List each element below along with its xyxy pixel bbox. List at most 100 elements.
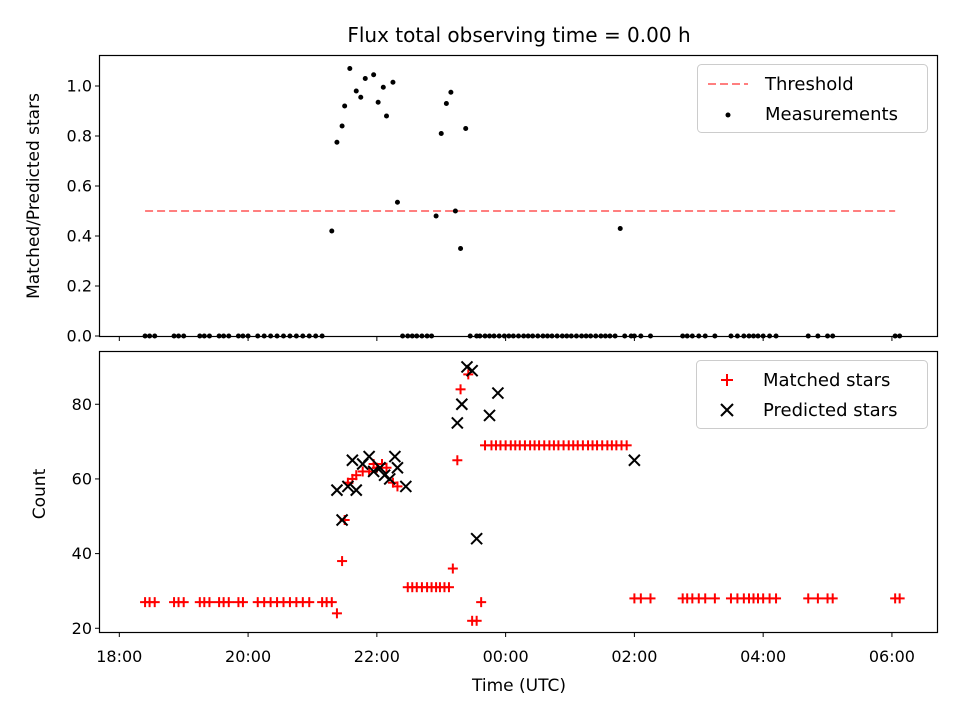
matched-star-point: [447, 563, 458, 574]
matched-star-point: [635, 593, 646, 604]
measurement-point: [375, 99, 381, 105]
matched-star-point: [337, 556, 348, 567]
predicted-star-point: [367, 465, 380, 478]
matched-star-point: [471, 615, 482, 626]
measurement-point: [458, 246, 464, 251]
top-ytick-tick-label: 1.0: [67, 77, 92, 96]
measurement-point: [433, 213, 439, 219]
legend-measurements-swatch: [725, 112, 731, 118]
predicted-star-point: [378, 468, 391, 482]
matched-star-point: [443, 582, 454, 593]
measurement-point: [438, 131, 444, 136]
matched-star-point: [894, 593, 905, 604]
matched-star-point: [452, 455, 463, 466]
matched-star-point: [455, 384, 466, 395]
matched-star-point: [621, 440, 632, 451]
legend-predicted-label: Predicted stars: [763, 400, 897, 421]
measurement-point: [452, 208, 458, 214]
top-legend: Threshold Measurements: [697, 64, 928, 133]
measurement-point: [353, 88, 359, 94]
predicted-star-point: [465, 364, 479, 377]
matched-star-point: [476, 597, 487, 608]
top-axes-frame: [98, 54, 939, 338]
bottom-ytick-tick-label: 60: [72, 469, 92, 488]
matched-star-point: [381, 462, 392, 473]
predicted-star-point: [460, 360, 474, 374]
predicted-star-point: [455, 398, 469, 411]
measurement-point: [347, 66, 353, 71]
predicted-star-point: [399, 480, 413, 493]
matched-star-point: [392, 481, 403, 492]
predicted-star-point: [391, 461, 404, 474]
matched-star-point: [700, 593, 711, 604]
matched-star-point: [645, 593, 656, 604]
matched-star-point: [803, 593, 814, 604]
bottom-ytick-tick-label: 80: [72, 395, 92, 414]
measurement-point: [463, 126, 469, 131]
measurement-point: [380, 84, 386, 90]
predicted-star-point: [491, 386, 505, 400]
matched-star-point: [351, 470, 362, 481]
xtick-label: 06:00: [869, 647, 915, 666]
bottom-legend: Matched stars Predicted stars: [696, 360, 928, 429]
axis-ticks: 0.0 0.2 0.4 0.6 0.8 1.0 20 40 60 80 18:00 20:00 22:0…: [67, 77, 915, 667]
xtick-label: 18:00: [96, 647, 142, 666]
bottom-axes-frame: [98, 350, 939, 634]
legend-matched-swatch: [721, 374, 733, 386]
top-ytick-tick-label: 0.6: [67, 177, 92, 196]
legend-threshold-label: Threshold: [764, 74, 854, 95]
bottom-panel: [140, 360, 905, 626]
matched-star-point: [204, 597, 215, 608]
predicted-star-point: [335, 513, 349, 527]
matched-star-point: [812, 593, 823, 604]
measurement-point: [394, 199, 400, 205]
predicted-star-point: [388, 450, 402, 463]
matched-star-point: [326, 597, 337, 608]
xtick-label: 22:00: [354, 647, 400, 666]
predicted-star-point: [346, 454, 359, 467]
predicted-star-point: [330, 483, 344, 497]
legend-measurements-label: Measurements: [765, 104, 898, 125]
predicted-star-point: [383, 472, 396, 486]
matched-star-point: [149, 597, 160, 608]
top-legend-box: [697, 64, 928, 133]
top-ylabel: Matched/Predicted stars: [24, 93, 44, 299]
predicted-star-point: [483, 409, 496, 422]
measurement-point: [443, 101, 449, 106]
xtick-label: 02:00: [611, 647, 657, 666]
measurement-point: [358, 94, 364, 100]
predicted-star-point: [373, 461, 387, 474]
bottom-legend-box: [696, 360, 928, 429]
measurement-point: [384, 113, 390, 119]
predicted-star-point: [470, 532, 483, 545]
predicted-star-point: [628, 454, 641, 467]
measurement-point: [617, 226, 623, 231]
measurement-point: [362, 76, 368, 81]
measurement-point: [339, 123, 345, 129]
measurement-point: [329, 228, 335, 234]
legend-matched-label: Matched stars: [763, 370, 890, 391]
measurement-point: [371, 72, 377, 78]
legend-predicted-swatch: [720, 403, 734, 417]
matched-star-point: [304, 597, 315, 608]
matched-star-point: [709, 593, 720, 604]
top-ytick-tick-label: 0.8: [67, 127, 92, 146]
measurement-point: [342, 103, 348, 109]
matched-star-point: [827, 593, 838, 604]
matched-star-point: [331, 608, 342, 619]
xtick-label: 04:00: [740, 647, 786, 666]
predicted-star-point: [362, 450, 376, 463]
predicted-star-point: [350, 483, 363, 497]
measurement-point: [390, 79, 396, 85]
measurement-point: [448, 89, 454, 95]
matched-star-point: [771, 593, 782, 604]
xlabel: Time (UTC): [471, 676, 566, 696]
predicted-star-point: [451, 416, 464, 430]
top-ytick-tick-label: 0.4: [67, 227, 92, 246]
xtick-label: 20:00: [225, 647, 271, 666]
top-ytick-tick-label: 0.0: [67, 327, 92, 346]
matched-star-point: [178, 597, 189, 608]
top-ytick-tick-label: 0.2: [67, 277, 92, 296]
bottom-ytick-tick-label: 40: [72, 544, 92, 563]
